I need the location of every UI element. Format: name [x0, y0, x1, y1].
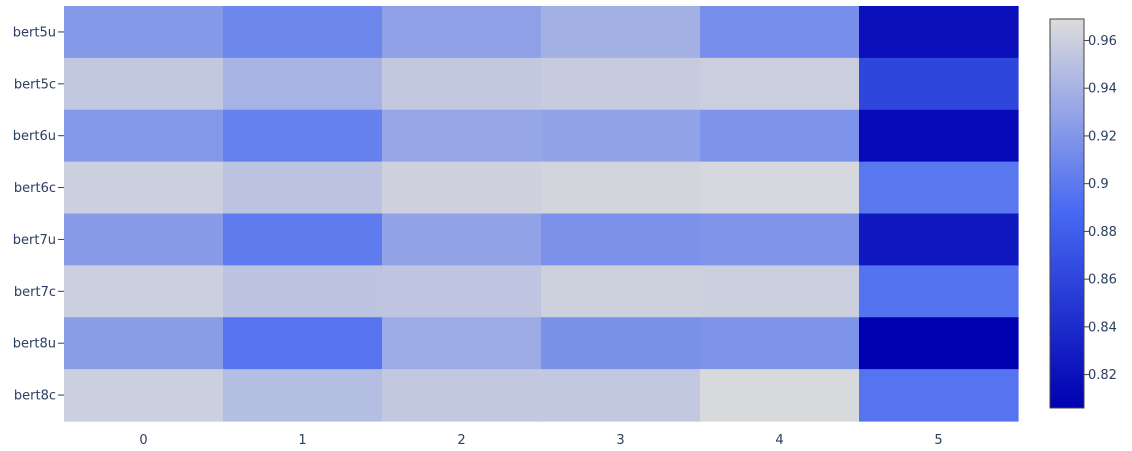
heatmap-cell-bert5c-2 — [382, 57, 542, 111]
x-tick-label-4: 4 — [775, 433, 783, 448]
heatmap-cell-bert8c-4 — [700, 369, 860, 422]
heatmap-cell-bert7u-3 — [541, 213, 701, 266]
y-tick-label-bert8u: bert8u — [13, 337, 56, 352]
heatmap-cell-bert8u-2 — [382, 317, 542, 370]
heatmap-cell-bert5u-0 — [64, 6, 224, 59]
heatmap-cell-bert7u-5 — [859, 213, 1019, 266]
colorbar: 0.96 0.94 0.92 0.9 0.88 0.86 0.84 0.82 — [1049, 18, 1117, 409]
heatmap-cell-bert7c-5 — [859, 265, 1019, 318]
x-tick-label-5: 5 — [934, 433, 942, 448]
heatmap-cell-bert6c-2 — [382, 161, 542, 215]
heatmap-cell-bert7c-0 — [64, 265, 224, 318]
heatmap-cell-bert6c-1 — [223, 161, 383, 215]
colorbar-tick-label-0.92: 0.92 — [1088, 129, 1117, 144]
heatmap-cell-bert7c-2 — [382, 265, 542, 318]
heatmap-cell-bert5c-4 — [700, 57, 860, 111]
heatmap-cell-bert7c-4 — [700, 265, 860, 318]
heatmap-cell-bert5c-0 — [64, 57, 224, 111]
heatmap-cell-bert8c-5 — [859, 369, 1019, 422]
y-tick-label-bert6c: bert6c — [14, 181, 56, 196]
heatmap-cell-bert7u-4 — [700, 213, 860, 266]
y-tick-label-bert7u: bert7u — [13, 233, 56, 248]
heatmap-cell-bert6c-4 — [700, 161, 860, 215]
y-axis: bert5u bert5c bert6u bert6c bert7u bert7c bert… — [13, 25, 64, 404]
colorbar-tick-label-0.96: 0.96 — [1088, 34, 1117, 49]
y-tick-label-bert5u: bert5u — [13, 25, 56, 40]
x-tick-label-3: 3 — [616, 433, 624, 448]
heatmap-cell-bert6c-0 — [64, 161, 224, 215]
heatmap-cell-bert6c-5 — [859, 161, 1019, 215]
heatmap-cell-bert8u-1 — [223, 317, 383, 370]
heatmap-cell-bert7c-1 — [223, 265, 383, 318]
colorbar-tick-label-0.9: 0.9 — [1088, 177, 1109, 192]
x-axis: 0 1 2 3 4 5 — [139, 433, 942, 448]
y-tick-label-bert7c: bert7c — [14, 285, 56, 300]
heatmap-cell-bert5u-3 — [541, 6, 701, 59]
heatmap-cell-bert5u-4 — [700, 6, 860, 59]
heatmap-cells — [64, 6, 1019, 422]
heatmap-cell-bert5u-5 — [859, 6, 1019, 59]
colorbar-gradient — [1049, 18, 1085, 409]
heatmap-cell-bert5u-1 — [223, 6, 383, 59]
colorbar-tick-label-0.88: 0.88 — [1088, 225, 1117, 240]
y-tick-label-bert6u: bert6u — [13, 129, 56, 144]
heatmap-cell-bert8u-3 — [541, 317, 701, 370]
heatmap-cell-bert8c-1 — [223, 369, 383, 422]
x-tick-label-2: 2 — [457, 433, 465, 448]
heatmap-cell-bert7u-2 — [382, 213, 542, 266]
colorbar-tick-label-0.84: 0.84 — [1088, 320, 1117, 335]
colorbar-tick-label-0.94: 0.94 — [1088, 82, 1117, 97]
heatmap-cell-bert5u-2 — [382, 6, 542, 59]
heatmap-cell-bert5c-3 — [541, 57, 701, 111]
heatmap-cell-bert8u-5 — [859, 317, 1019, 370]
heatmap-cell-bert6u-5 — [859, 109, 1019, 163]
heatmap-cell-bert6u-3 — [541, 109, 701, 163]
colorbar-tick-label-0.86: 0.86 — [1088, 273, 1117, 288]
heatmap-cell-bert5c-1 — [223, 57, 383, 111]
heatmap-cell-bert6u-1 — [223, 109, 383, 163]
heatmap-cell-bert8c-0 — [64, 369, 224, 422]
colorbar-tick-label-0.82: 0.82 — [1088, 368, 1117, 383]
heatmap-cell-bert6u-2 — [382, 109, 542, 163]
heatmap-cell-bert8c-2 — [382, 369, 542, 422]
heatmap-cell-bert7u-1 — [223, 213, 383, 266]
heatmap-cell-bert8c-3 — [541, 369, 701, 422]
x-tick-label-1: 1 — [298, 433, 306, 448]
heatmap-cell-bert6u-4 — [700, 109, 860, 163]
heatmap-cell-bert7u-0 — [64, 213, 224, 266]
y-tick-label-bert5c: bert5c — [14, 77, 56, 92]
y-tick-label-bert8c: bert8c — [14, 389, 56, 404]
heatmap-cell-bert6u-0 — [64, 109, 224, 163]
heatmap-cell-bert8u-4 — [700, 317, 860, 370]
heatmap-cell-bert8u-0 — [64, 317, 224, 370]
heatmap-cell-bert7c-3 — [541, 265, 701, 318]
x-tick-label-0: 0 — [139, 433, 147, 448]
heatmap-cell-bert5c-5 — [859, 57, 1019, 111]
heatmap-cell-bert6c-3 — [541, 161, 701, 215]
